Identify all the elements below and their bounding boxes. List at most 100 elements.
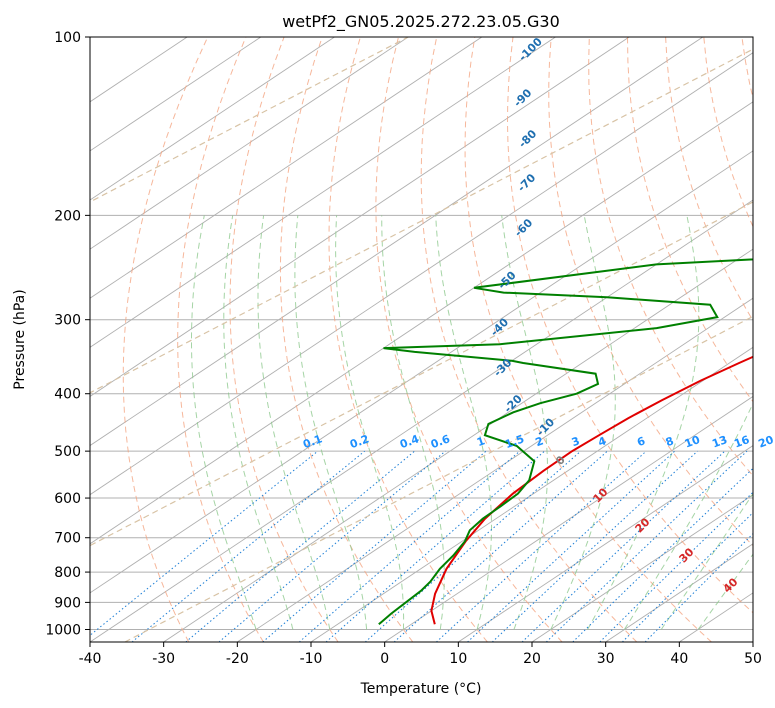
mixing-ratio-line bbox=[131, 450, 366, 642]
mixing-ratio-label: 4 bbox=[596, 434, 608, 449]
isotherm-line bbox=[90, 37, 409, 250]
mixing-ratio-line bbox=[621, 511, 753, 642]
y-tick-label: 900 bbox=[54, 595, 81, 611]
moist-adiabat-line bbox=[294, 215, 368, 630]
y-axis-title: Pressure (hPa) bbox=[12, 289, 28, 389]
y-tick-label: 500 bbox=[54, 444, 81, 460]
mixing-ratio-label: 1 bbox=[475, 434, 487, 449]
mixing-ratio-line bbox=[90, 450, 319, 636]
mixing-ratio-line bbox=[545, 450, 748, 642]
isotherm-line bbox=[458, 445, 753, 642]
dry-adiabat-line bbox=[548, 37, 753, 547]
mixing-ratio-label: 13 bbox=[710, 433, 729, 450]
moist-adiabat-line bbox=[435, 215, 492, 630]
y-tick-label: 200 bbox=[54, 208, 81, 224]
dry-adiabat-line bbox=[375, 37, 563, 642]
dry-adiabat-line bbox=[229, 37, 339, 642]
moist-adiabat-line bbox=[587, 215, 700, 630]
mixing-ratio-label: 16 bbox=[732, 433, 751, 451]
plot-frame bbox=[89, 36, 754, 643]
mixing-ratio-label: 0.6 bbox=[429, 432, 452, 451]
y-tick-label: 100 bbox=[54, 30, 81, 46]
moist-adiabat-line bbox=[223, 215, 294, 630]
isotherm-line bbox=[384, 395, 753, 642]
isotherm-line bbox=[90, 52, 753, 496]
moist-adiabat-line bbox=[697, 553, 753, 630]
equivalent-potential-temperature-line bbox=[90, 48, 753, 394]
mixing-ratio-label: 3 bbox=[570, 434, 582, 449]
mixing-ratio-line bbox=[644, 533, 753, 642]
isotherm-line bbox=[90, 37, 262, 152]
x-tick-label: 0 bbox=[380, 651, 389, 667]
isotherm-line bbox=[237, 297, 753, 642]
mixing-ratio-label: 0.4 bbox=[398, 432, 421, 451]
mixing-ratio-label: 1.5 bbox=[503, 432, 526, 451]
mixing-ratio-line bbox=[218, 450, 446, 642]
mixing-ratio-line bbox=[393, 450, 608, 642]
dry-adiabat-line bbox=[464, 37, 712, 642]
moist-adiabat-line bbox=[660, 492, 753, 630]
dry-adiabat-line bbox=[506, 37, 753, 614]
dry-adiabat-line bbox=[279, 37, 414, 642]
mixing-ratio-label: 6 bbox=[635, 434, 647, 449]
dry-adiabat-line bbox=[328, 37, 488, 642]
isotherm-line bbox=[531, 494, 753, 642]
moist-adiabat-line bbox=[623, 402, 753, 630]
isotherm-line bbox=[90, 37, 630, 397]
profile-line bbox=[378, 258, 753, 626]
x-axis: -40 -30 -20 -10 0 10 20 30 40 50 bbox=[79, 642, 762, 667]
dry-adiabat-line bbox=[627, 37, 753, 403]
isotherm-line bbox=[90, 37, 556, 348]
equivalent-potential-temperature-line bbox=[90, 201, 753, 547]
x-tick-label: -30 bbox=[152, 651, 175, 667]
mixing-ratio-label: 0.1 bbox=[301, 432, 324, 451]
profile-lines bbox=[378, 258, 753, 626]
x-axis-title: Temperature (°C) bbox=[360, 681, 482, 697]
moist-adiabat-line bbox=[381, 215, 445, 630]
moist-adiabat-line bbox=[550, 215, 616, 630]
y-tick-label: 300 bbox=[54, 313, 81, 329]
x-tick-label: 40 bbox=[670, 651, 688, 667]
moist-adiabat-line bbox=[191, 215, 257, 630]
dry-adiabat-line bbox=[420, 37, 638, 642]
y-axis: 100 200 300 400 500 600 700 800 900 1000 bbox=[45, 30, 90, 639]
mixing-ratio-line bbox=[491, 450, 698, 642]
chart-title: wetPf2_GN05.2025.272.23.05.G30 bbox=[282, 12, 560, 32]
isotherm-line bbox=[90, 150, 753, 594]
isotherm-line bbox=[90, 101, 753, 545]
x-tick-label: 10 bbox=[449, 651, 467, 667]
mixing-ratio-line bbox=[521, 450, 726, 642]
isotherm-line bbox=[90, 37, 483, 299]
mixing-ratio-line bbox=[325, 450, 545, 642]
x-tick-label: -20 bbox=[226, 651, 249, 667]
mixing-ratio-line bbox=[599, 491, 753, 642]
x-tick-label: -40 bbox=[79, 651, 102, 667]
x-tick-label: 20 bbox=[523, 651, 541, 667]
dry-adiabat-line bbox=[122, 37, 209, 642]
mixing-ratio-label: 20 bbox=[757, 433, 775, 451]
equivalent-potential-temperature-line bbox=[124, 315, 753, 642]
isotherm-line bbox=[90, 37, 335, 201]
profile-line bbox=[430, 355, 753, 625]
mixing-ratio-line bbox=[298, 450, 521, 642]
background-lines bbox=[90, 37, 753, 642]
moist-adiabat-line bbox=[257, 215, 331, 630]
x-tick-label: -10 bbox=[300, 651, 323, 667]
isotherm-line bbox=[310, 346, 753, 642]
y-tick-label: 600 bbox=[54, 491, 81, 507]
mixing-ratio-line bbox=[185, 450, 416, 642]
moist-adiabat-line bbox=[335, 215, 405, 630]
x-tick-label: 50 bbox=[744, 651, 762, 667]
mixing-ratio-line bbox=[364, 450, 582, 642]
isotherm-line bbox=[163, 248, 753, 642]
mixing-ratio-label: 0.2 bbox=[348, 432, 371, 451]
y-tick-label: 1000 bbox=[45, 623, 81, 639]
dry-adiabat-line bbox=[665, 37, 753, 322]
y-tick-label: 400 bbox=[54, 387, 81, 403]
mixing-ratio-label: 10 bbox=[683, 433, 702, 451]
mixing-ratio-line bbox=[572, 467, 753, 642]
isotherm-line bbox=[90, 37, 704, 447]
y-tick-label: 800 bbox=[54, 565, 81, 581]
